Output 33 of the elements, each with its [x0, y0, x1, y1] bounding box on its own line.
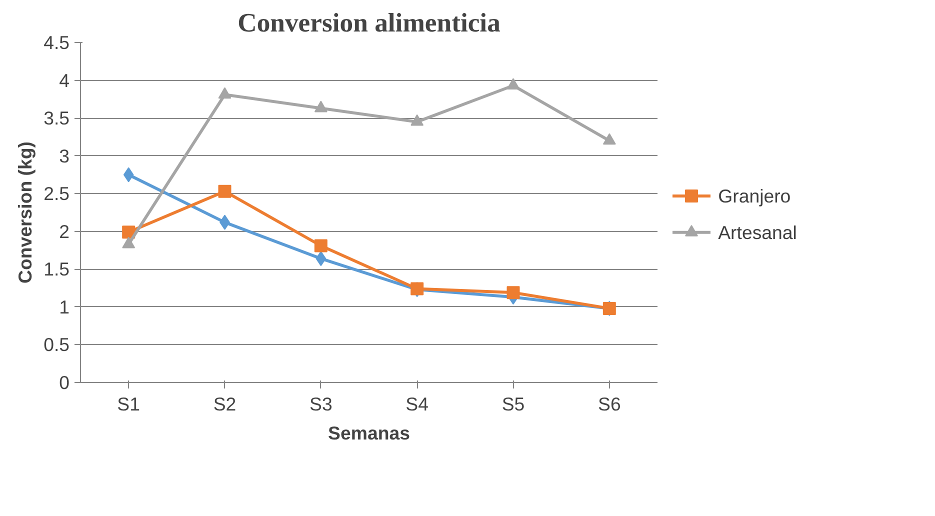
- y-tick-label: 3.5: [44, 108, 70, 129]
- point: [602, 133, 616, 145]
- y-tick-label: 4.5: [44, 32, 70, 53]
- point: [314, 100, 328, 112]
- y-tick-label: 4: [59, 70, 70, 91]
- point: [218, 184, 232, 198]
- legend-label: Artesanal: [718, 222, 797, 243]
- x-tick-label: S6: [598, 394, 621, 414]
- legend-label: Granjero: [718, 186, 791, 207]
- chart-title: Conversion alimenticia: [238, 8, 500, 38]
- point: [410, 114, 424, 126]
- y-axis-title: Conversion (kg): [14, 141, 36, 284]
- y-tick-label: 1.5: [44, 258, 70, 280]
- y-tick-label: 0: [59, 372, 70, 393]
- point: [122, 236, 136, 248]
- point: [218, 87, 232, 99]
- x-tick-label: S4: [406, 394, 428, 414]
- y-tick-label: 2: [59, 220, 70, 242]
- point: [506, 286, 520, 300]
- point: [314, 239, 328, 252]
- point: [123, 167, 134, 182]
- y-tick-label: 3: [59, 145, 70, 166]
- point: [316, 251, 326, 266]
- x-axis-title: Semanas: [328, 422, 410, 444]
- y-tick-label: 2.5: [44, 183, 70, 204]
- x-tick-label: S2: [213, 394, 236, 414]
- x-tick-label: S5: [502, 394, 525, 414]
- point: [122, 226, 136, 239]
- point: [506, 78, 520, 90]
- y-tick-label: 0.5: [44, 334, 70, 356]
- y-tick-label: 1: [59, 296, 70, 318]
- x-tick-label: S1: [117, 394, 140, 414]
- x-tick-label: S3: [310, 394, 332, 414]
